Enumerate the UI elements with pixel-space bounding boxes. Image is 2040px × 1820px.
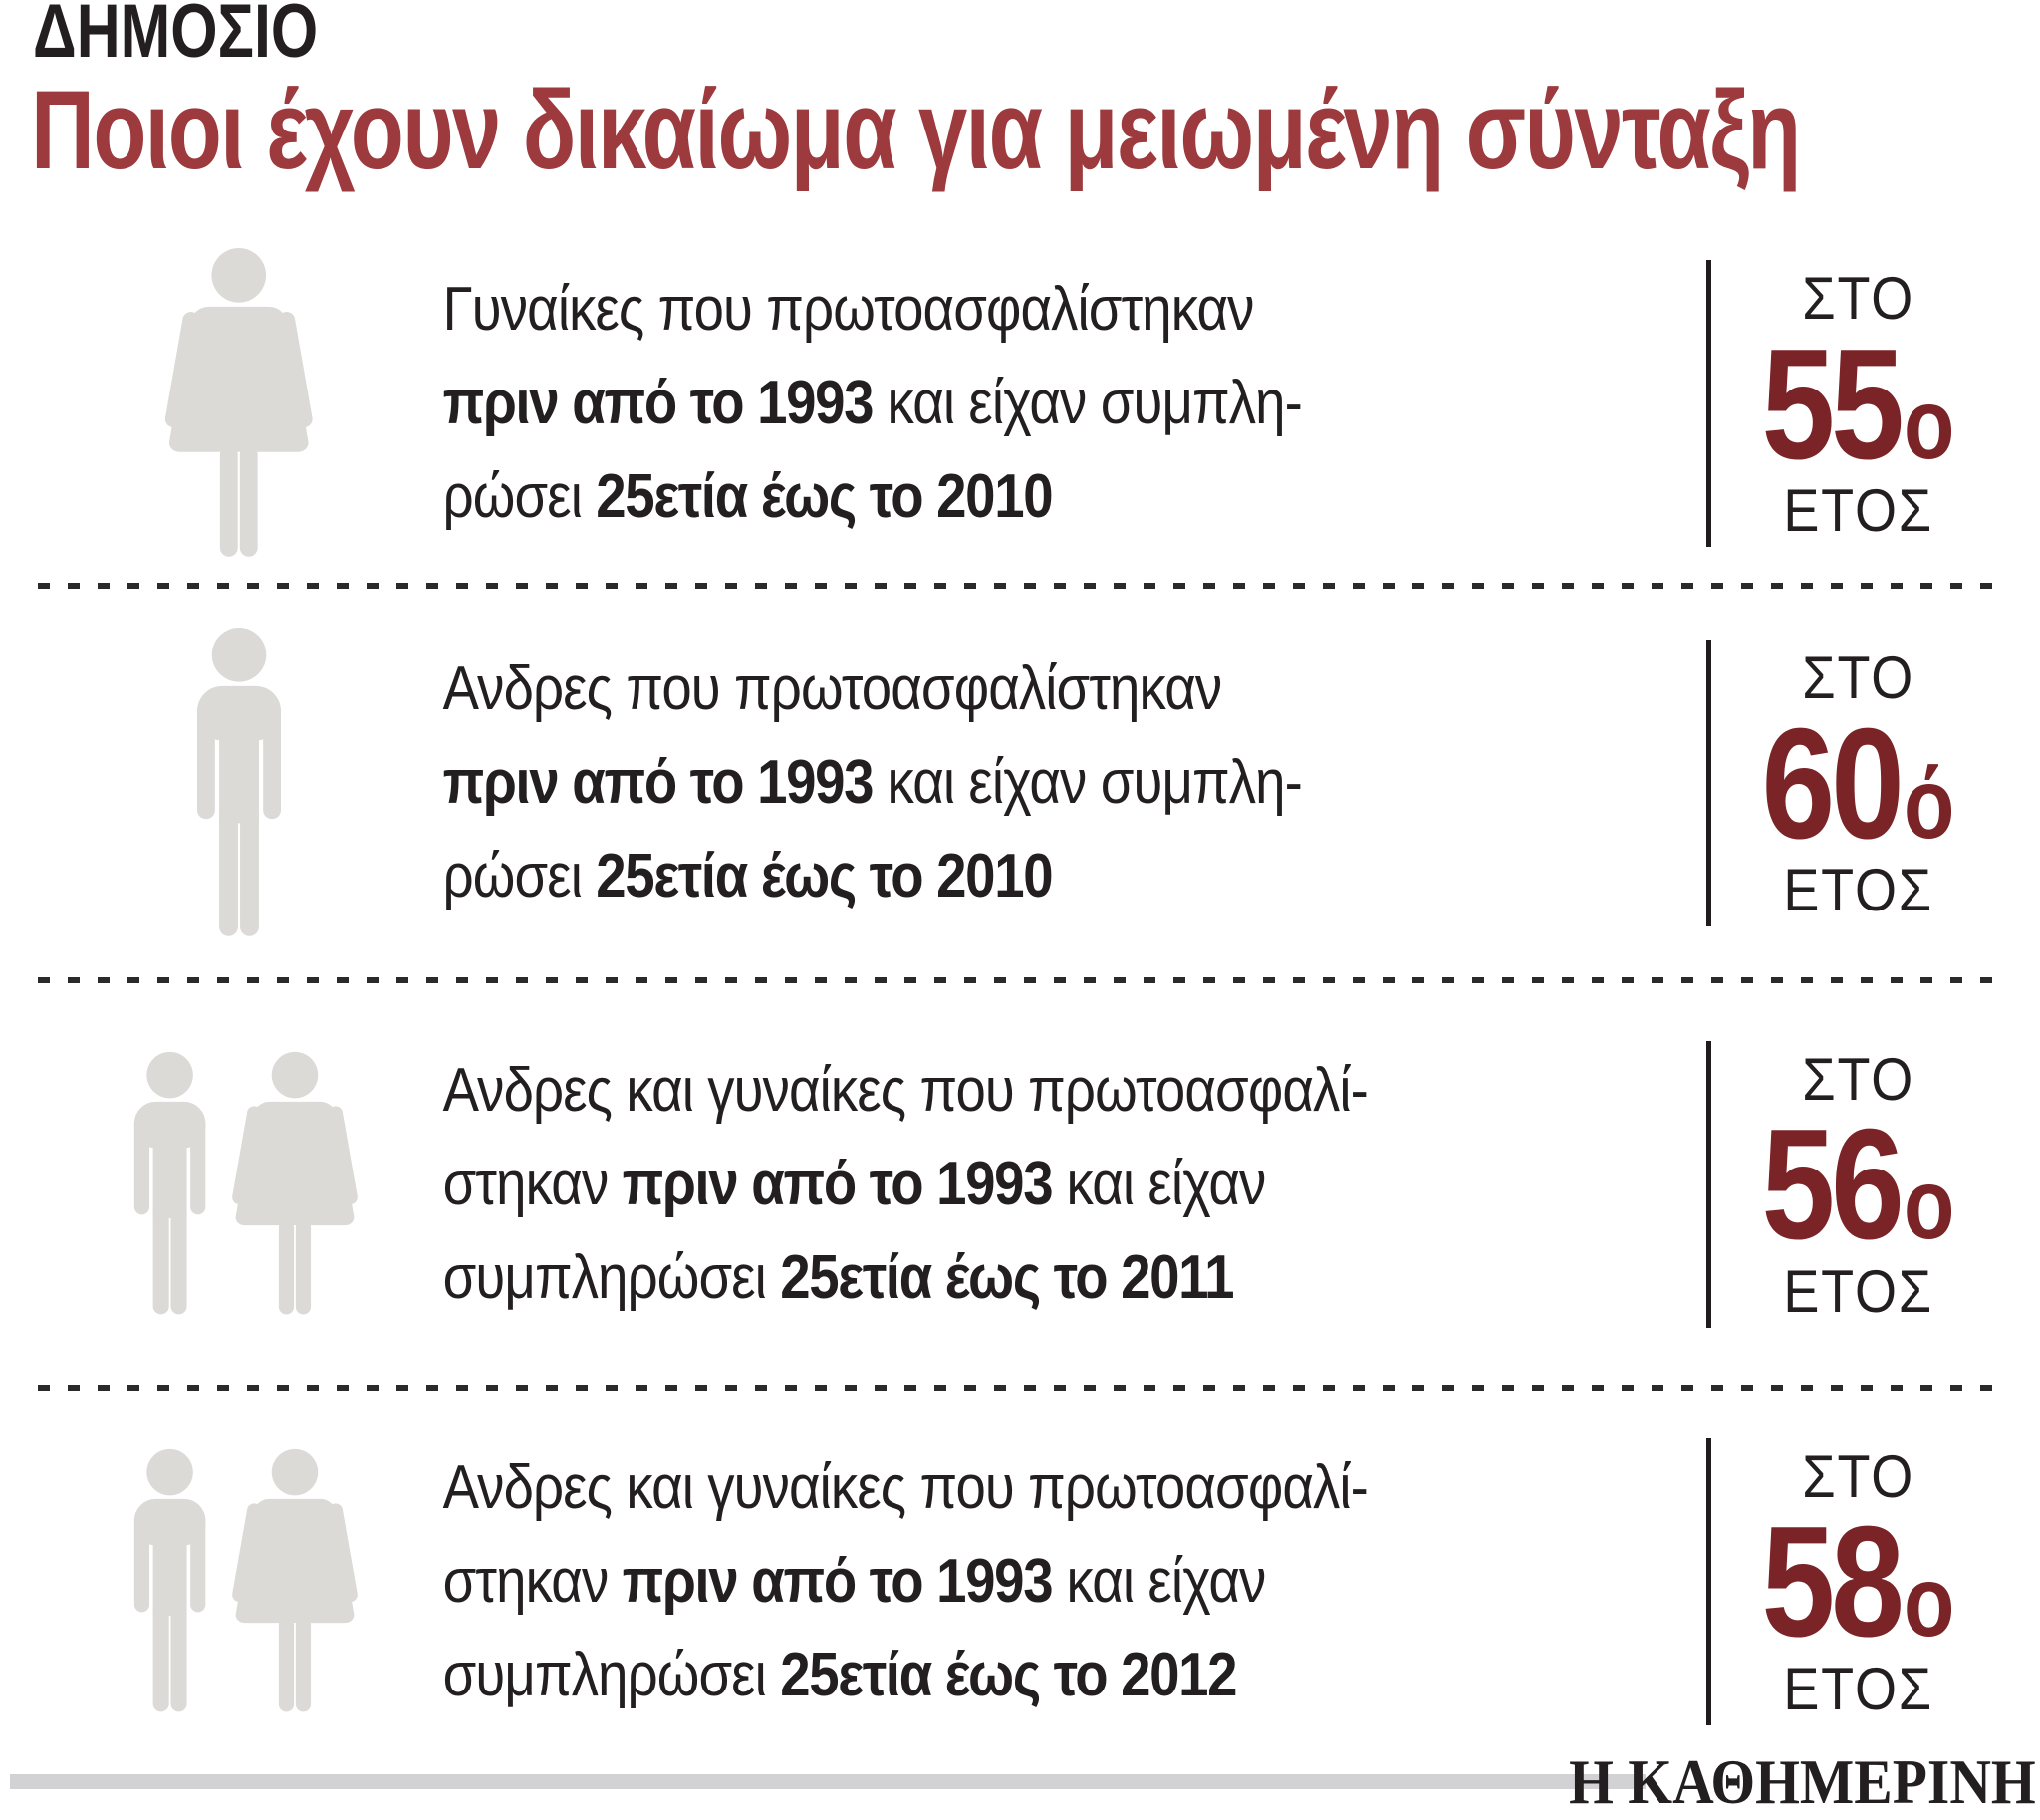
pension-rule-row: Γυναίκες που πρωτοασφαλίστηκαν πριν από τ… — [0, 224, 2040, 583]
description-line: ρώσει 25ετία έως το 2010 — [442, 842, 1054, 910]
newspaper-logo: Η ΚΑΘΗΜΕΡΙΝΗ — [1569, 1746, 2036, 1817]
rows: Γυναίκες που πρωτοασφαλίστηκαν πριν από τ… — [0, 224, 2040, 1772]
age-ordinal-suffix: ό — [1904, 747, 1955, 860]
dotted-separator — [38, 1385, 2002, 1391]
etos-label: ΕΤΟΣ — [1783, 477, 1933, 544]
page-title: Ποιοι έχουν δικαίωμα για μειωμένη σύνταξ… — [31, 68, 1801, 192]
row-description: Ανδρες και γυναίκες που πρωτοασφαλί-στηκ… — [418, 1441, 1552, 1722]
description-line: πριν από το 1993 και είχαν συμπλη- — [442, 369, 1303, 437]
age-ordinal-suffix: ο — [1904, 368, 1955, 480]
age-value: 55 ο — [1761, 316, 1955, 492]
footer-bar — [10, 1774, 1646, 1789]
pension-rule-row: Ανδρες και γυναίκες που πρωτοασφαλί-στηκ… — [0, 1391, 2040, 1772]
woman-icon — [160, 247, 318, 561]
vertical-rule — [1706, 640, 1711, 926]
sto-label: ΣΤΟ — [1802, 1045, 1914, 1113]
description-line: συμπληρώσει 25ετία έως το 2012 — [442, 1640, 1238, 1709]
man-woman-couple-icon — [60, 1448, 418, 1715]
age-number: 56 — [1761, 1097, 1905, 1273]
description-line: Ανδρες που πρωτοασφαλίστηκαν — [442, 654, 1222, 723]
man-figure — [60, 627, 418, 940]
age-block: ΣΤΟ 55 ο ΕΤΟΣ — [1706, 260, 2010, 547]
etos-label: ΕΤΟΣ — [1783, 1257, 1933, 1325]
age-block: ΣΤΟ 58 ο ΕΤΟΣ — [1706, 1437, 2010, 1725]
age-ordinal-suffix: ο — [1904, 1149, 1955, 1261]
age-number: 60 — [1761, 695, 1905, 872]
description-line: ρώσει 25ετία έως το 2010 — [442, 462, 1054, 531]
man-icon — [117, 1051, 223, 1318]
man-woman-couple-icon — [60, 1051, 418, 1318]
age-value: 60 ό — [1761, 695, 1955, 872]
age-number: 58 — [1761, 1494, 1905, 1671]
man-icon — [117, 1448, 223, 1715]
sto-label: ΣΤΟ — [1802, 645, 1914, 711]
age-number: 55 — [1761, 316, 1905, 492]
sto-label: ΣΤΟ — [1802, 1442, 1914, 1510]
description-line: Ανδρες και γυναίκες που πρωτοασφαλί- — [442, 1452, 1369, 1522]
vertical-rule — [1706, 1437, 1711, 1725]
description-line: συμπληρώσει 25ετία έως το 2011 — [442, 1242, 1235, 1312]
pension-rule-row: Ανδρες και γυναίκες που πρωτοασφαλί-στηκ… — [0, 983, 2040, 1385]
dotted-separator — [38, 977, 2002, 983]
description-line: πριν από το 1993 και είχαν συμπλη- — [442, 748, 1303, 817]
dotted-separator — [38, 583, 2002, 589]
age-value: 56 ο — [1761, 1097, 1955, 1273]
man-icon — [176, 627, 302, 940]
etos-label: ΕΤΟΣ — [1783, 1655, 1933, 1722]
woman-icon — [228, 1051, 362, 1318]
sto-label: ΣΤΟ — [1802, 265, 1914, 332]
row-description: Γυναίκες που πρωτοασφαλίστηκαν πριν από τ… — [418, 263, 1552, 544]
row-description: Ανδρες που πρωτοασφαλίστηκαν πριν από το … — [418, 643, 1552, 923]
woman-figure — [60, 247, 418, 561]
description-line: Ανδρες και γυναίκες που πρωτοασφαλί- — [442, 1055, 1369, 1125]
vertical-rule — [1706, 1040, 1711, 1328]
description-line: στηκαν πριν από το 1993 και είχαν — [442, 1149, 1267, 1218]
woman-icon — [228, 1448, 362, 1715]
age-block: ΣΤΟ 60 ό ΕΤΟΣ — [1706, 640, 2010, 926]
age-ordinal-suffix: ο — [1904, 1546, 1955, 1659]
vertical-rule — [1706, 260, 1711, 547]
section-kicker: ΔΗΜΟΣΙΟ — [33, 0, 319, 74]
row-description: Ανδρες και γυναίκες που πρωτοασφαλί-στηκ… — [418, 1044, 1552, 1325]
etos-label: ΕΤΟΣ — [1783, 857, 1933, 923]
age-block: ΣΤΟ 56 ο ΕΤΟΣ — [1706, 1040, 2010, 1328]
age-value: 58 ο — [1761, 1494, 1955, 1671]
description-line: στηκαν πριν από το 1993 και είχαν — [442, 1546, 1267, 1616]
description-line: Γυναίκες που πρωτοασφαλίστηκαν — [442, 275, 1255, 344]
pension-rule-row: Ανδρες που πρωτοασφαλίστηκαν πριν από το … — [0, 589, 2040, 977]
